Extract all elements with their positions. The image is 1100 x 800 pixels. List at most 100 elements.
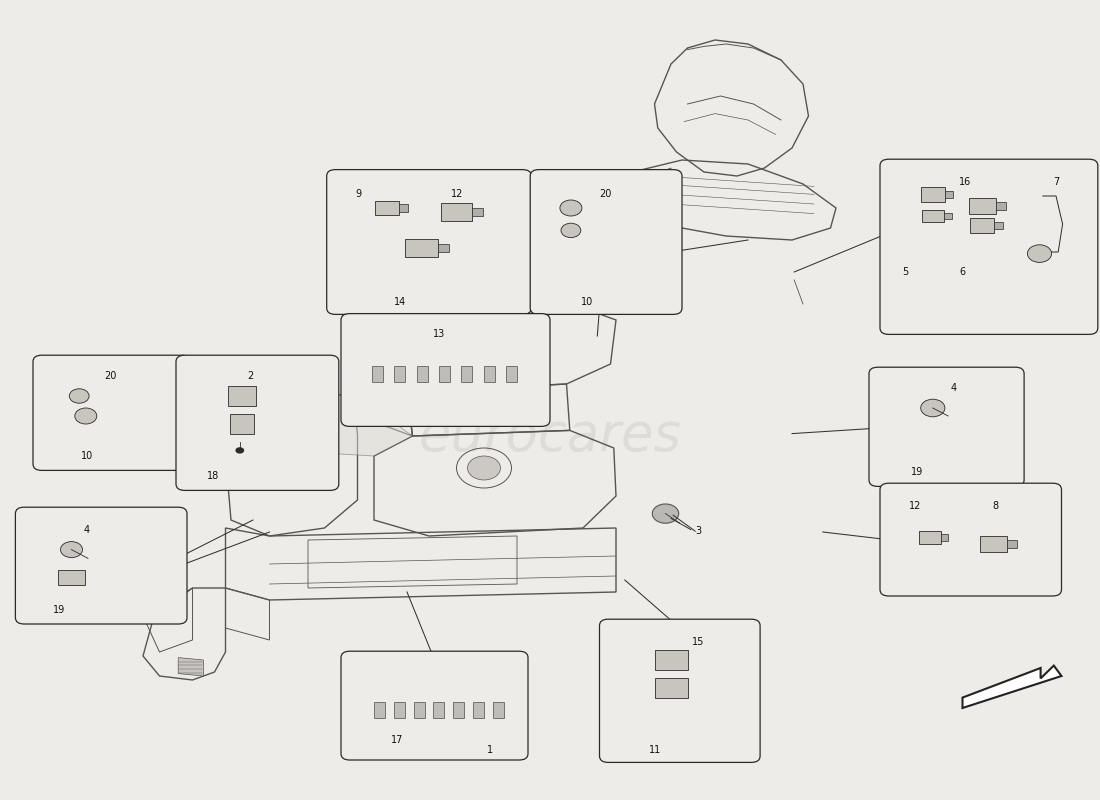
Bar <box>230 414 254 434</box>
Text: 20: 20 <box>600 190 612 199</box>
Circle shape <box>75 408 97 424</box>
Bar <box>394 702 405 718</box>
Circle shape <box>652 504 679 523</box>
Bar <box>477 338 493 345</box>
Bar <box>980 536 1008 552</box>
FancyBboxPatch shape <box>341 314 550 426</box>
Bar <box>374 702 385 718</box>
Bar <box>375 201 399 215</box>
FancyBboxPatch shape <box>327 170 531 314</box>
Text: 12: 12 <box>451 190 463 199</box>
Bar <box>58 570 86 585</box>
Bar <box>451 338 466 345</box>
FancyBboxPatch shape <box>600 619 760 762</box>
Bar <box>425 338 440 345</box>
Text: 15: 15 <box>692 637 704 646</box>
Bar <box>472 208 483 216</box>
Bar <box>1008 540 1016 548</box>
Bar <box>433 702 444 718</box>
Text: 18: 18 <box>207 471 219 481</box>
FancyBboxPatch shape <box>15 507 187 624</box>
Text: 20: 20 <box>104 371 117 381</box>
Bar <box>484 366 495 382</box>
Bar <box>944 213 952 219</box>
Bar <box>504 338 519 345</box>
Bar <box>654 678 688 698</box>
Bar <box>398 338 414 345</box>
Text: 9: 9 <box>355 190 362 199</box>
Bar <box>443 408 453 419</box>
Bar <box>516 408 526 419</box>
Polygon shape <box>178 658 204 676</box>
Bar <box>969 198 997 214</box>
Bar <box>480 408 490 419</box>
Bar <box>921 187 945 202</box>
Bar <box>473 702 484 718</box>
Bar <box>417 366 428 382</box>
Text: 16: 16 <box>959 177 971 186</box>
FancyBboxPatch shape <box>341 651 528 760</box>
Bar <box>506 366 517 382</box>
Bar <box>441 203 472 221</box>
Text: 10: 10 <box>581 298 593 307</box>
Text: 4: 4 <box>950 383 957 393</box>
Text: 12: 12 <box>909 501 921 510</box>
Bar <box>651 250 671 258</box>
FancyBboxPatch shape <box>880 483 1062 596</box>
Text: 8: 8 <box>992 501 999 510</box>
Bar <box>438 243 450 253</box>
Circle shape <box>1027 245 1052 262</box>
FancyBboxPatch shape <box>530 170 682 314</box>
Circle shape <box>468 456 500 480</box>
Bar <box>997 202 1005 210</box>
Polygon shape <box>962 666 1062 708</box>
Bar <box>918 531 940 544</box>
Text: 10: 10 <box>81 451 94 461</box>
Bar <box>462 408 472 419</box>
Text: 11: 11 <box>649 745 661 754</box>
Bar <box>940 534 948 541</box>
FancyBboxPatch shape <box>176 355 339 490</box>
Text: 3: 3 <box>695 526 702 536</box>
Bar <box>405 239 438 257</box>
FancyBboxPatch shape <box>880 159 1098 334</box>
Bar <box>654 650 688 670</box>
Polygon shape <box>440 400 528 424</box>
Bar <box>394 366 405 382</box>
Circle shape <box>560 200 582 216</box>
Bar <box>530 338 546 345</box>
Text: 1: 1 <box>487 745 494 754</box>
Bar <box>497 408 507 419</box>
Bar <box>970 218 994 233</box>
Circle shape <box>60 542 82 558</box>
Bar <box>493 702 504 718</box>
Text: 7: 7 <box>1053 177 1059 186</box>
Circle shape <box>69 389 89 403</box>
Circle shape <box>921 399 945 417</box>
Bar <box>945 190 954 198</box>
Text: 17: 17 <box>390 735 403 745</box>
Bar <box>461 366 472 382</box>
Bar <box>994 222 1003 229</box>
Bar <box>922 210 944 222</box>
Bar <box>453 702 464 718</box>
Circle shape <box>561 223 581 238</box>
Bar <box>439 366 450 382</box>
FancyBboxPatch shape <box>33 355 190 470</box>
Bar <box>414 702 425 718</box>
Bar <box>229 386 255 406</box>
Bar <box>399 204 408 211</box>
Text: 4: 4 <box>84 525 90 534</box>
Bar <box>372 366 383 382</box>
Text: 19: 19 <box>53 605 65 614</box>
Text: 19: 19 <box>911 467 923 477</box>
FancyBboxPatch shape <box>869 367 1024 486</box>
Text: eurocares: eurocares <box>418 410 682 462</box>
Text: 14: 14 <box>394 298 406 307</box>
Circle shape <box>235 447 244 454</box>
Text: 6: 6 <box>959 267 966 277</box>
Text: 2: 2 <box>248 371 254 381</box>
Text: 13: 13 <box>433 330 446 339</box>
Polygon shape <box>275 392 412 456</box>
Text: 5: 5 <box>902 267 909 277</box>
